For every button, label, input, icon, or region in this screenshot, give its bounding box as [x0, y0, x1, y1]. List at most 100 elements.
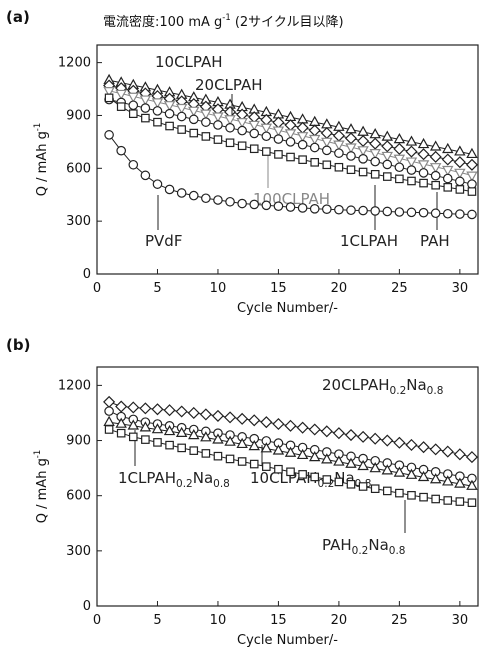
point	[309, 204, 320, 214]
point	[225, 196, 235, 207]
point	[298, 470, 307, 479]
point	[369, 149, 381, 160]
point	[104, 93, 114, 103]
point	[249, 199, 260, 210]
point	[188, 428, 200, 440]
point	[284, 446, 297, 457]
point	[274, 464, 283, 474]
point	[465, 451, 479, 464]
point	[141, 113, 150, 123]
point	[442, 208, 453, 219]
point	[344, 132, 358, 145]
point	[334, 204, 344, 215]
point	[393, 436, 406, 449]
point	[394, 162, 405, 173]
point	[104, 406, 114, 416]
y-axis-label: Q / mAh g-1	[32, 450, 50, 523]
y-tick-label: 300	[66, 543, 91, 558]
x-tick-label: 5	[153, 281, 161, 296]
point	[260, 123, 273, 134]
point	[334, 162, 344, 172]
point	[418, 207, 429, 218]
point	[201, 132, 211, 141]
point	[394, 207, 405, 217]
point	[175, 426, 188, 437]
point	[419, 178, 428, 188]
point	[151, 98, 164, 109]
point	[116, 102, 126, 111]
point	[430, 170, 441, 181]
point	[296, 421, 309, 434]
point	[272, 116, 285, 129]
point	[298, 155, 307, 164]
series-label: 20CLPAH0.2Na0.8	[322, 376, 443, 398]
point	[115, 89, 127, 101]
x-tick-label: 15	[270, 613, 287, 628]
point	[176, 188, 187, 198]
point	[322, 145, 332, 156]
x-tick-label: 15	[270, 281, 287, 296]
point	[260, 113, 273, 126]
x-tick-label: 20	[331, 613, 348, 628]
point	[165, 440, 174, 450]
point	[237, 198, 247, 209]
point	[419, 492, 428, 502]
y-tick-label: 1200	[58, 55, 91, 70]
point	[358, 205, 368, 216]
point	[393, 132, 406, 144]
point	[213, 120, 223, 130]
point	[248, 439, 260, 451]
point	[370, 156, 380, 167]
point	[296, 121, 309, 134]
point	[201, 449, 211, 458]
point	[223, 411, 237, 424]
point	[211, 409, 225, 422]
series-label: 1CLPAH	[340, 232, 398, 250]
point	[466, 147, 478, 159]
point	[164, 184, 175, 195]
point	[395, 174, 404, 184]
point	[225, 454, 235, 464]
point	[382, 486, 392, 496]
point	[260, 442, 273, 453]
plot-frame	[96, 366, 479, 607]
plot-frame	[96, 44, 479, 275]
point	[104, 425, 114, 434]
point	[467, 209, 477, 220]
point	[236, 437, 248, 449]
point	[177, 125, 186, 134]
point	[272, 126, 285, 137]
point	[261, 200, 272, 211]
point	[320, 425, 333, 438]
point	[296, 448, 309, 460]
point	[346, 165, 356, 175]
point	[175, 103, 188, 115]
point	[429, 140, 442, 151]
point	[358, 482, 368, 491]
point	[442, 142, 454, 154]
point	[417, 470, 430, 482]
point	[382, 159, 393, 170]
series-label: 20CLPAH	[195, 76, 263, 94]
point	[310, 472, 320, 482]
point	[443, 183, 453, 192]
point	[406, 207, 417, 218]
series-label: PAH	[420, 232, 450, 250]
point	[153, 438, 162, 447]
y-tick-label: 900	[66, 108, 91, 123]
point	[213, 135, 223, 144]
point	[128, 109, 138, 119]
point	[467, 498, 477, 507]
point	[455, 176, 465, 187]
point	[442, 165, 454, 177]
y-tick-label: 0	[83, 267, 91, 282]
point	[249, 128, 260, 139]
point	[357, 430, 370, 443]
point	[455, 497, 465, 506]
point	[405, 145, 418, 158]
point	[127, 401, 140, 414]
point	[187, 406, 200, 420]
point	[369, 432, 382, 445]
point	[285, 202, 296, 212]
point	[308, 124, 321, 137]
